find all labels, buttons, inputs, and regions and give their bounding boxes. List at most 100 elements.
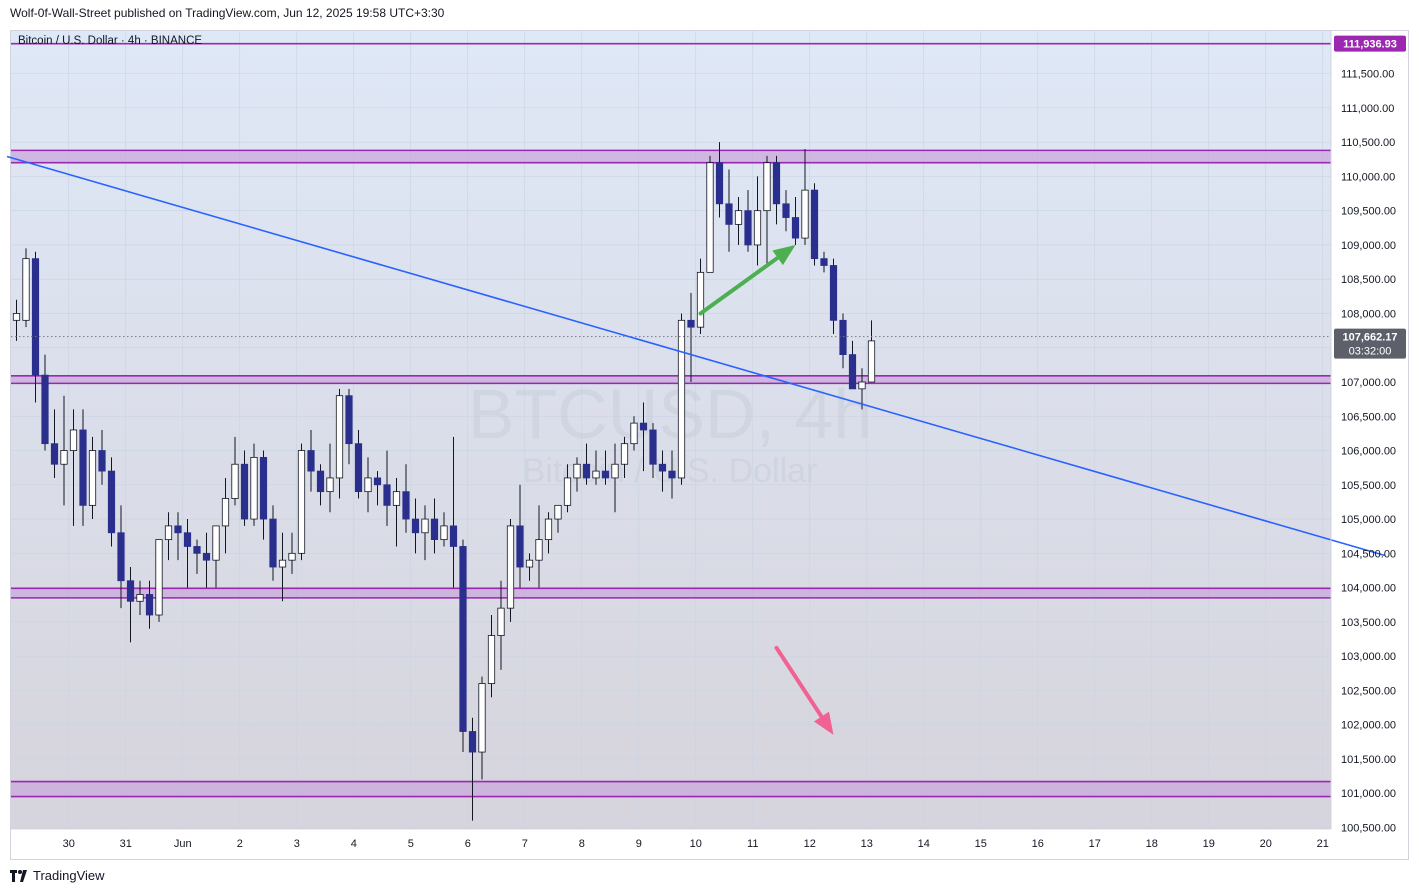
candle-bullish xyxy=(478,683,486,753)
candle-bullish xyxy=(12,313,21,321)
candle-bullish xyxy=(706,162,714,273)
time-tick-label: 21 xyxy=(1317,838,1329,850)
price-tick-label: 111,000.00 xyxy=(1341,103,1394,115)
candle-bearish xyxy=(41,374,49,445)
pink-arrow-shaft xyxy=(774,645,824,719)
candle-bearish xyxy=(744,210,752,246)
time-tick-label: 8 xyxy=(579,838,585,850)
candle-bearish xyxy=(772,162,781,205)
candle-bearish xyxy=(240,463,249,520)
candle-bearish xyxy=(725,203,733,225)
symbol-title: Bitcoin / U.S. Dollar · 4h · BINANCE xyxy=(18,35,203,47)
price-tick-label: 109,500.00 xyxy=(1341,206,1396,218)
time-tick-label: 10 xyxy=(690,838,702,850)
price-tick-label: 107,000.00 xyxy=(1341,377,1396,389)
candle-bullish xyxy=(60,450,68,465)
candle-bullish xyxy=(297,450,306,554)
price-tick-label: 101,500.00 xyxy=(1341,754,1396,766)
candle-bearish xyxy=(345,395,353,445)
green-arrow-head xyxy=(772,244,796,266)
candle-bearish xyxy=(402,491,410,520)
price-tick-label: 105,000.00 xyxy=(1341,514,1396,526)
candle-bearish xyxy=(107,470,116,534)
candle-bullish xyxy=(335,395,344,479)
time-axis[interactable]: 30 31 Jun 2 3 4 5 6 7 8 9 10 11 12 13 14 15 16 17 18 19 20 21 xyxy=(11,828,1331,850)
current-price-label: 107,662.17 xyxy=(1342,332,1397,344)
time-tick-label: Jun xyxy=(174,838,192,850)
green-arrow-shaft xyxy=(698,255,780,316)
candle-bullish xyxy=(506,525,515,609)
candle-bullish xyxy=(231,463,239,499)
candle-bullish xyxy=(763,162,771,212)
candle-bullish xyxy=(278,559,287,568)
zone-band xyxy=(11,781,1331,797)
publisher-header: Wolf-0f-Wall-Street published on Trading… xyxy=(10,6,445,20)
drawings[interactable] xyxy=(6,155,1385,735)
time-tick-label: 7 xyxy=(522,838,528,850)
price-tick-label: 102,500.00 xyxy=(1341,685,1396,697)
candle-bullish xyxy=(611,463,619,479)
candle-bearish xyxy=(259,456,268,520)
trendline xyxy=(6,155,1385,557)
plot-background xyxy=(11,31,1331,829)
candle-bullish xyxy=(535,539,543,561)
price-tick-label: 104,500.00 xyxy=(1341,548,1396,560)
candle-bearish xyxy=(687,319,695,328)
time-tick-label: 31 xyxy=(120,838,132,850)
candle-bullish xyxy=(734,210,743,225)
chart-frame xyxy=(10,30,1409,860)
time-tick-label: 14 xyxy=(918,838,930,850)
top-price-badge-label: 111,936.93 xyxy=(1343,39,1397,51)
candle-bullish xyxy=(630,422,638,445)
footer-brand-label: TradingView xyxy=(33,868,105,883)
candle-bearish xyxy=(79,429,87,506)
price-tick-label: 103,500.00 xyxy=(1341,617,1396,629)
candle-bearish xyxy=(459,546,467,732)
candle-bullish xyxy=(421,518,429,534)
time-tick-label: 30 xyxy=(63,838,75,850)
price-tick-label: 110,000.00 xyxy=(1341,171,1395,183)
candle-bullish xyxy=(88,450,97,506)
candle-bearish xyxy=(145,594,154,616)
candle-bullish xyxy=(440,525,448,541)
candle-bullish xyxy=(677,319,686,479)
time-tick-label: 18 xyxy=(1146,838,1158,850)
time-tick-label: 4 xyxy=(351,838,357,850)
candle-bearish xyxy=(117,532,125,582)
candle-bearish xyxy=(383,484,391,506)
price-tick-label: 100,500.00 xyxy=(1341,822,1396,834)
candle-bearish xyxy=(202,552,211,561)
time-tick-label: 20 xyxy=(1260,838,1272,850)
candle-bullish xyxy=(487,635,496,684)
candle-bearish xyxy=(98,450,106,472)
candle-bullish xyxy=(212,525,220,561)
price-tick-label: 110,500.00 xyxy=(1341,137,1395,149)
candle-bullish xyxy=(392,491,401,506)
time-tick-label: 12 xyxy=(804,838,816,850)
candle-bearish xyxy=(782,203,790,218)
price-tick-label: 104,000.00 xyxy=(1341,583,1396,595)
zone-band xyxy=(11,150,1331,163)
time-tick-label: 2 xyxy=(237,838,243,850)
footer-brand[interactable]: TradingView xyxy=(10,868,105,883)
support-resistance-zones[interactable] xyxy=(11,42,1331,798)
grid-lines xyxy=(11,31,1331,829)
candle-bearish xyxy=(126,580,135,602)
candle-bullish xyxy=(563,477,572,506)
candle-bearish xyxy=(668,470,676,479)
price-axis[interactable]: 112,000.00111,500.00111,000.00110,500.00… xyxy=(1330,31,1396,834)
candle-bearish xyxy=(307,450,315,472)
pink-arrow-head xyxy=(813,711,834,735)
price-tick-label: 108,500.00 xyxy=(1341,274,1396,286)
candle-bearish xyxy=(516,525,524,568)
price-tick-label: 102,000.00 xyxy=(1341,720,1396,732)
price-tick-label: 111,500.00 xyxy=(1341,69,1394,81)
candle-bearish xyxy=(820,258,828,266)
candle-bearish xyxy=(411,518,420,534)
candle-bearish xyxy=(269,518,277,568)
price-tick-label: 109,000.00 xyxy=(1341,240,1396,252)
current-price-badge xyxy=(1334,328,1406,359)
price-tick-label: 106,500.00 xyxy=(1341,411,1396,423)
candle-bullish xyxy=(69,429,78,451)
